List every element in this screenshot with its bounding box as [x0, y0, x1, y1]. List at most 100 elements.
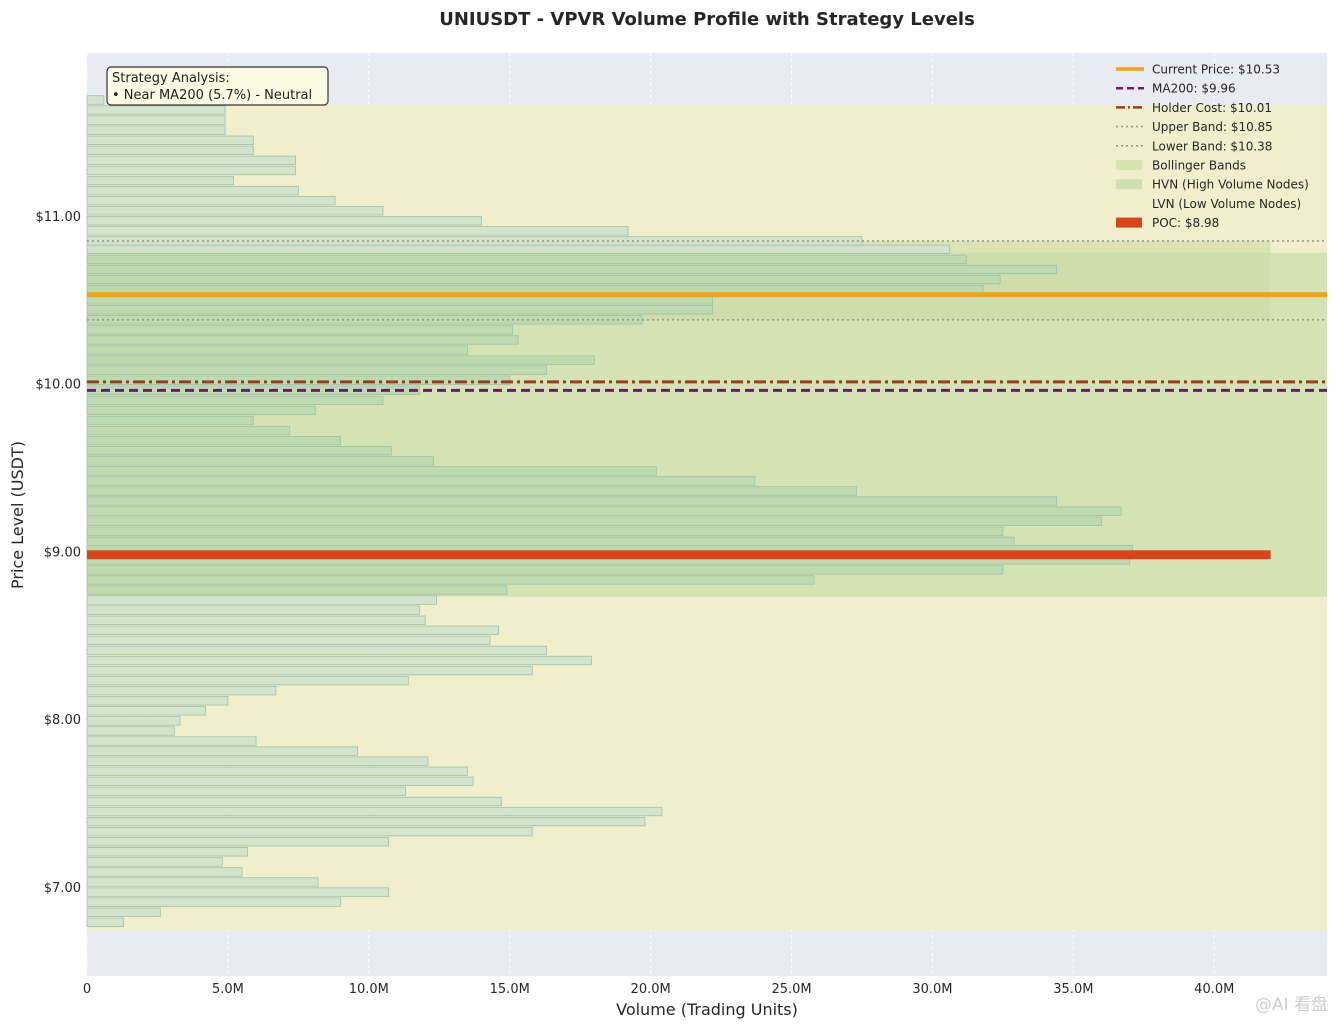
volume-bar — [86, 155, 296, 166]
legend-entry: MA200: $9.96 — [1116, 82, 1236, 96]
legend-entry: POC: $8.98 — [1116, 216, 1219, 230]
legend-entry: Bollinger Bands — [1116, 159, 1246, 173]
volume-bar — [86, 264, 1057, 275]
volume-bar — [86, 466, 657, 476]
volume-bar — [86, 254, 967, 265]
volume-bar — [86, 907, 161, 917]
volume-bar — [86, 185, 299, 196]
volume-bar — [86, 436, 342, 446]
volume-bar — [86, 756, 429, 766]
volume-bar — [86, 887, 389, 897]
x-tick-label: 10.0M — [349, 982, 389, 997]
volume-bar — [86, 145, 254, 155]
volume-bar — [86, 536, 1015, 547]
volume-bar — [86, 595, 437, 605]
volume-bar — [86, 456, 435, 466]
annotation-title: Strategy Analysis: — [112, 71, 230, 86]
volume-bar — [86, 575, 815, 585]
volume-bar — [86, 365, 547, 375]
y-tick-label: $10.00 — [36, 378, 82, 393]
volume-bar — [86, 274, 1001, 285]
legend-label: POC: $8.98 — [1152, 216, 1219, 230]
volume-bar — [86, 305, 714, 315]
y-tick-label: $7.00 — [44, 881, 81, 896]
volume-bar — [86, 325, 513, 335]
volume-bar — [86, 355, 595, 365]
volume-bar — [86, 415, 254, 426]
legend-label: HVN (High Volume Nodes) — [1152, 178, 1309, 192]
y-tick-label: $11.00 — [36, 210, 82, 225]
volume-bar — [86, 206, 384, 216]
volume-bar — [86, 605, 420, 615]
volume-bar — [86, 95, 105, 105]
volume-bar — [86, 226, 629, 236]
volume-bar — [86, 216, 482, 226]
legend-swatch-hvn — [1116, 179, 1142, 190]
legend-label: Current Price: $10.53 — [1152, 63, 1280, 77]
annotation-box — [106, 66, 329, 106]
legend-entry: LVN (Low Volume Nodes) — [1116, 197, 1301, 211]
watermark: @AI 看盘 — [1255, 995, 1328, 1015]
x-axis-label: Volume (Trading Units) — [616, 1000, 798, 1019]
volume-bar — [86, 335, 519, 345]
volume-bar — [86, 345, 468, 355]
volume-bar — [86, 165, 296, 176]
volume-bar — [86, 395, 384, 406]
volume-bar — [86, 175, 234, 186]
legend-label: Bollinger Bands — [1152, 159, 1246, 173]
volume-bar — [86, 135, 254, 145]
volume-bar — [86, 847, 249, 857]
y-tick-label: $8.00 — [44, 713, 81, 728]
volume-bar — [86, 686, 277, 696]
chart-title: UNIUSDT - VPVR Volume Profile with Strat… — [439, 9, 975, 30]
legend-swatch-lvn — [1116, 198, 1142, 209]
volume-bar — [86, 125, 226, 135]
volume-bar — [86, 726, 175, 736]
volume-bar — [86, 917, 125, 927]
volume-bar — [86, 506, 1122, 516]
volume-bar — [86, 375, 511, 385]
volume-bar — [86, 716, 181, 726]
volume-bar — [86, 516, 1102, 526]
volume-bar — [86, 446, 392, 456]
x-tick-label: 30.0M — [912, 982, 952, 997]
poc-bar — [87, 550, 1271, 560]
legend-entry: Current Price: $10.53 — [1116, 63, 1280, 77]
x-tick-label: 40.0M — [1194, 982, 1234, 997]
volume-bar — [86, 766, 468, 776]
volume-bar — [86, 897, 342, 907]
volume-bar — [86, 796, 502, 807]
volume-bar — [86, 776, 474, 786]
legend-swatch-poc — [1116, 217, 1142, 228]
x-tick-label: 35.0M — [1053, 982, 1093, 997]
legend-entry: HVN (High Volume Nodes) — [1116, 178, 1309, 192]
volume-bar — [86, 635, 491, 646]
volume-bar — [86, 425, 291, 436]
volume-bar — [86, 665, 533, 676]
volume-bar — [86, 706, 206, 716]
volume-bar — [86, 615, 426, 625]
volume-bar — [86, 806, 663, 817]
volume-bar — [86, 645, 547, 656]
y-axis-label: Price Level (USDT) — [8, 441, 27, 589]
x-tick-label: 20.0M — [631, 982, 671, 997]
volume-bar — [86, 196, 336, 206]
y-tick-label: $9.00 — [44, 545, 81, 560]
volume-bar — [86, 786, 406, 797]
legend-entry: Lower Band: $10.38 — [1116, 139, 1272, 153]
legend-label: Lower Band: $10.38 — [1152, 139, 1272, 153]
x-tick-label: 25.0M — [771, 982, 811, 997]
volume-bar — [86, 526, 1004, 536]
x-tick-label: 0 — [83, 982, 91, 997]
volume-bar — [86, 877, 319, 887]
volume-bar — [86, 746, 358, 756]
volume-bar — [86, 867, 243, 877]
volume-bar — [86, 115, 226, 125]
volume-bar — [86, 816, 646, 827]
legend-entry: Upper Band: $10.85 — [1116, 120, 1273, 134]
volume-bar — [86, 486, 857, 496]
volume-bar — [86, 405, 316, 416]
volume-bar — [86, 837, 389, 847]
